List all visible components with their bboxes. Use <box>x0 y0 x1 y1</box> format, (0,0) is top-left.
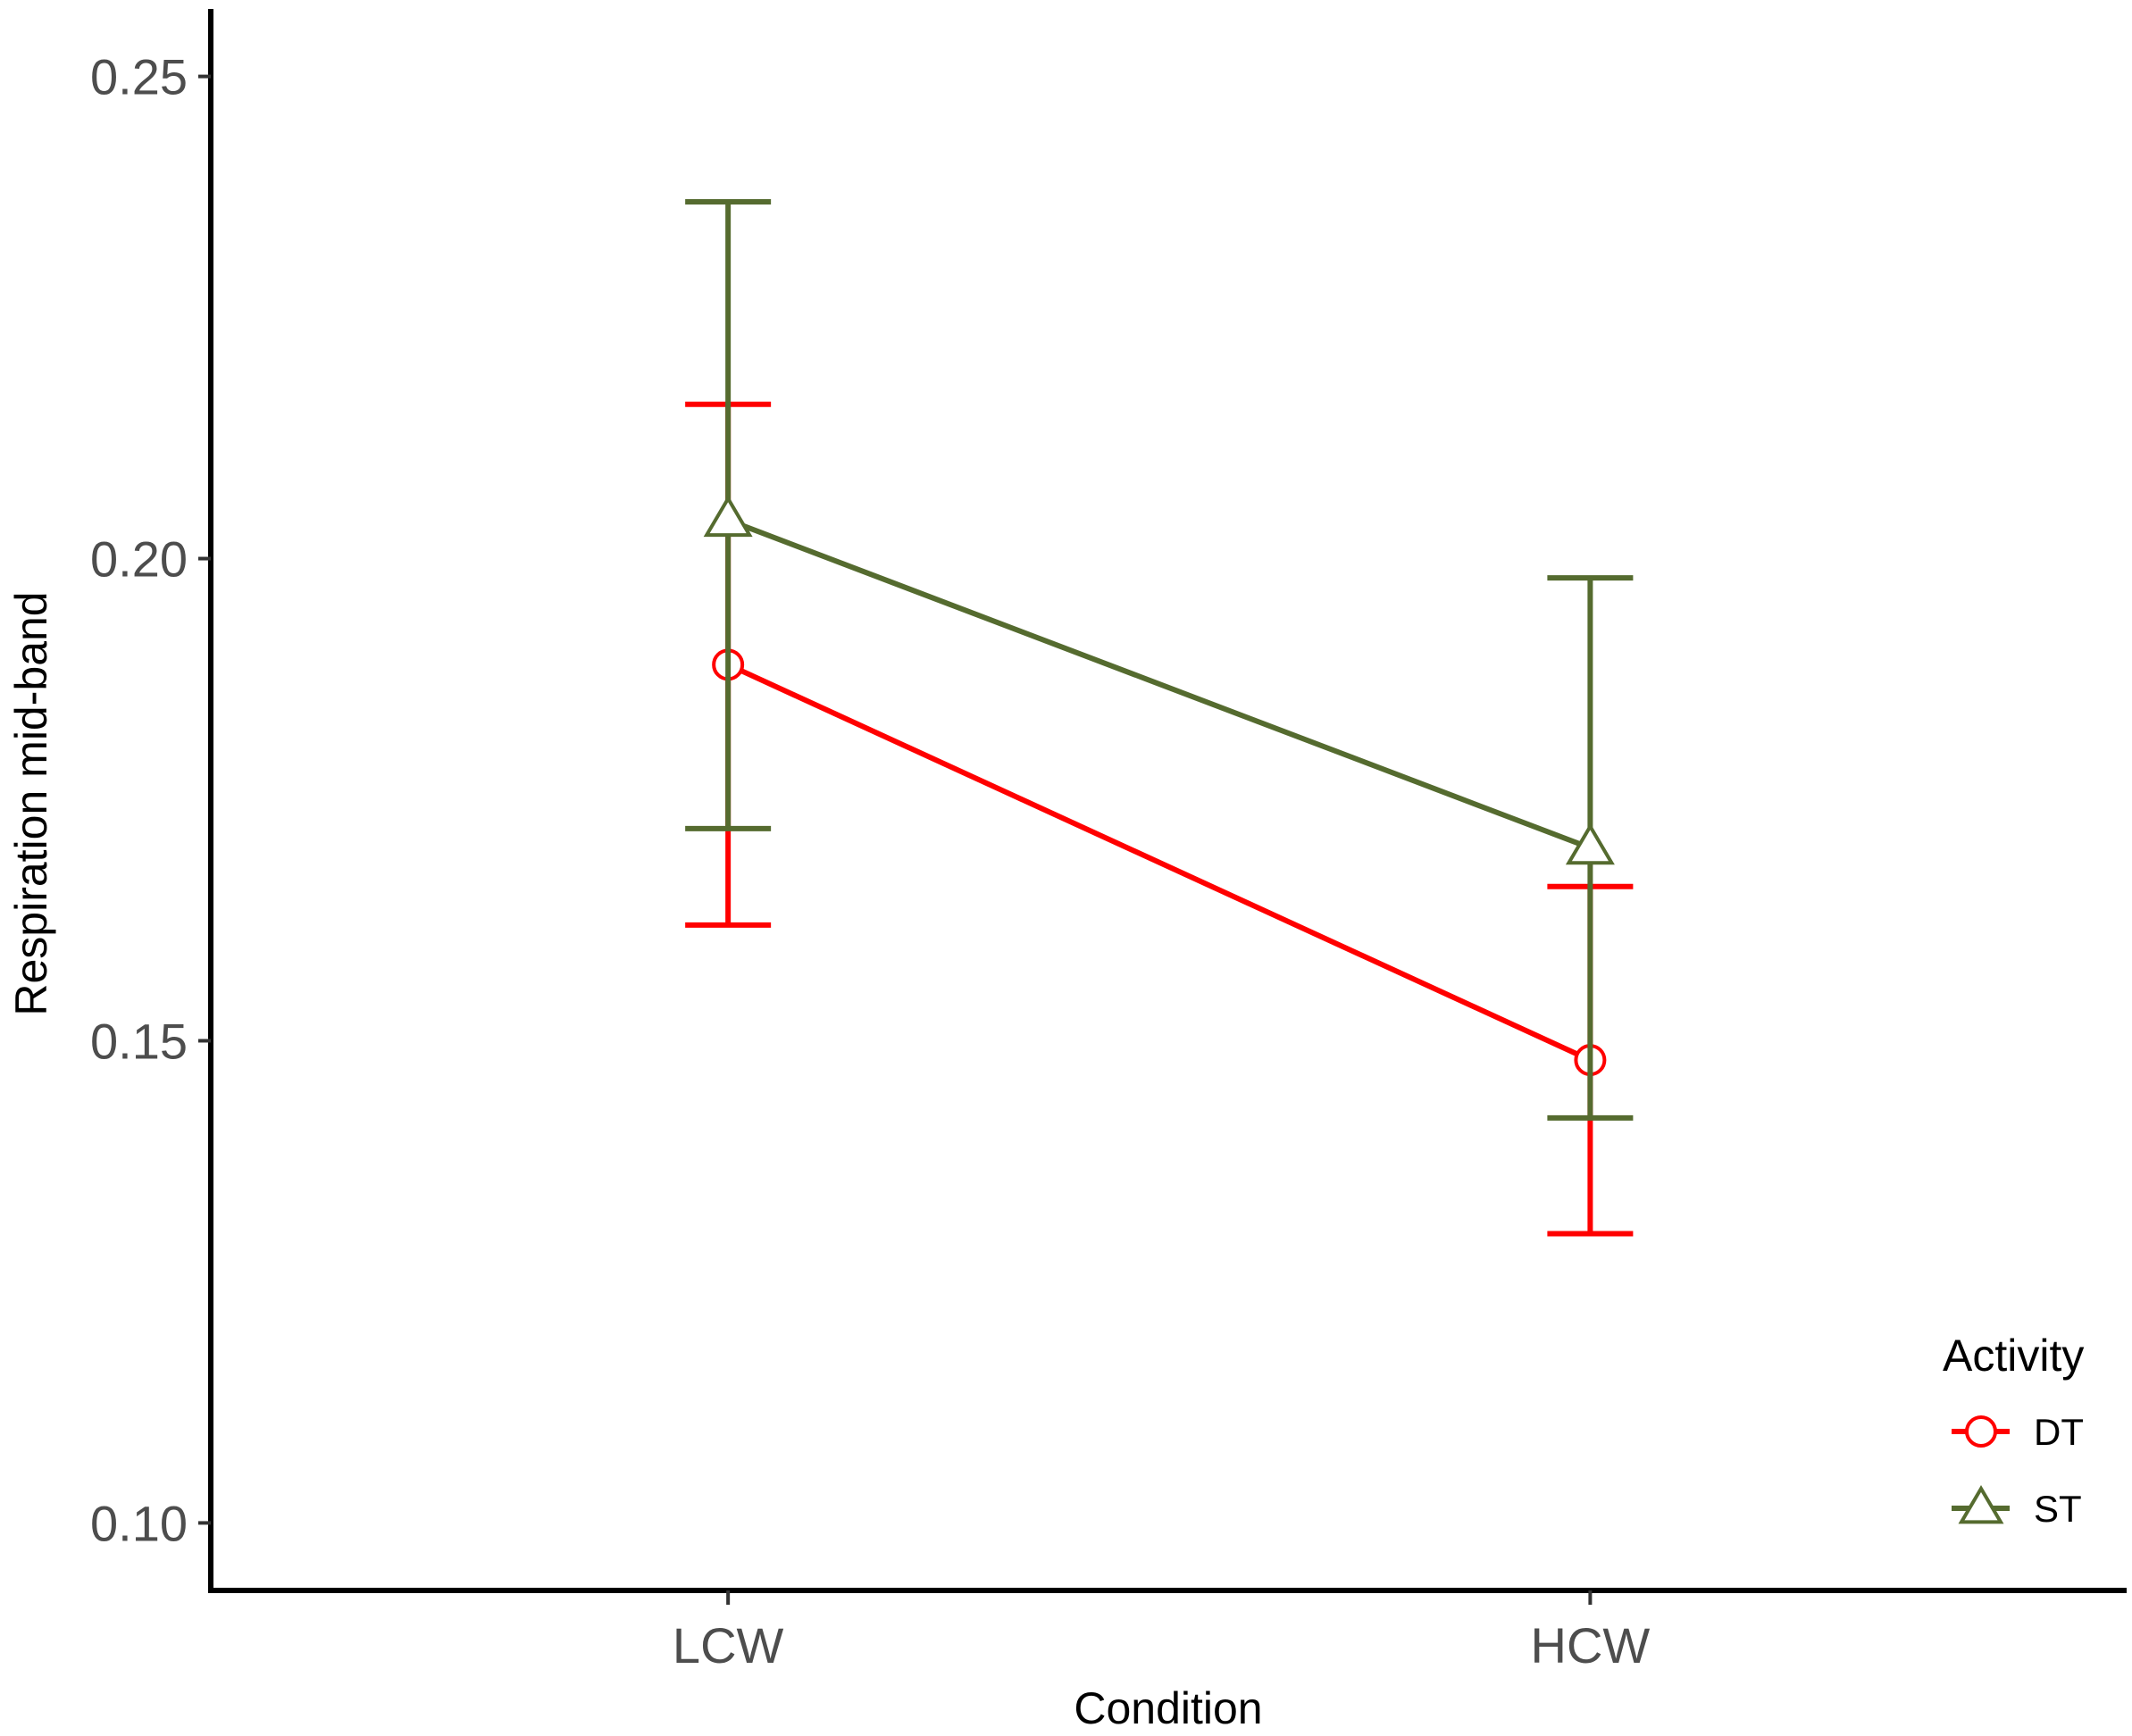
plot-area <box>685 198 1634 1237</box>
data-point <box>703 495 753 538</box>
y-ticks: 0.10 0.15 0.20 0.25 <box>90 49 211 1551</box>
series-line <box>727 517 1592 851</box>
y-axis-title: Respiration mid-band <box>6 591 56 1015</box>
legend: Activity DT ST <box>1943 1331 2084 1530</box>
y-tick-label: 0.25 <box>90 49 188 105</box>
x-ticks: LCW HCW <box>673 1590 1650 1673</box>
series-layer <box>685 198 1634 1237</box>
legend-item-st: ST <box>1952 1485 2082 1530</box>
legend-items: DT ST <box>1952 1411 2084 1530</box>
data-point <box>1565 822 1615 865</box>
y-tick-label: 0.10 <box>90 1495 188 1551</box>
y-tick-label: 0.20 <box>90 531 188 588</box>
x-axis-title: Condition <box>1074 1683 1262 1733</box>
legend-key-marker <box>1958 1485 2004 1524</box>
legend-title: Activity <box>1943 1331 2084 1381</box>
series-st <box>685 198 1634 1121</box>
legend-item-dt: DT <box>1952 1411 2084 1453</box>
legend-label: ST <box>2034 1488 2082 1530</box>
legend-label: DT <box>2034 1411 2084 1453</box>
legend-key-marker <box>1965 1415 1997 1448</box>
y-tick-label: 0.15 <box>90 1013 188 1069</box>
series-line <box>726 662 1592 1063</box>
series-dt <box>685 401 1634 1237</box>
x-tick-label: LCW <box>673 1617 784 1673</box>
x-tick-label: HCW <box>1531 1617 1651 1673</box>
